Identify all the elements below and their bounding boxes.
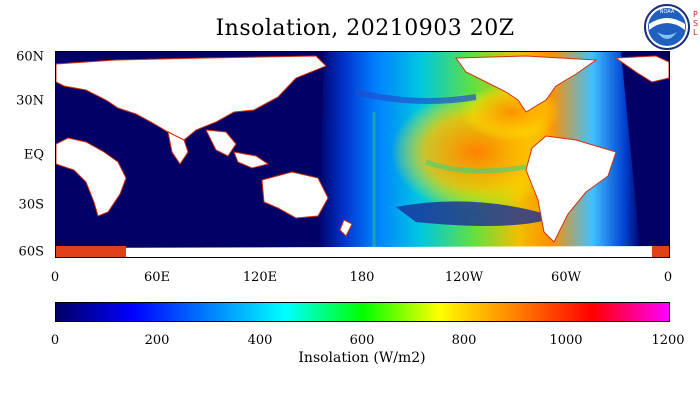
colorbar: [55, 302, 670, 322]
insolation-map: [55, 51, 670, 258]
svg-text:NOAA: NOAA: [660, 9, 675, 15]
lon-label-0-end: 0: [663, 270, 673, 285]
colorbar-tick-400: 400: [247, 333, 273, 348]
colorbar-tick-600: 600: [349, 333, 375, 348]
lat-label-60s: 60S: [18, 244, 44, 260]
colorbar-tick-1200: 1200: [651, 333, 685, 348]
psl-text: PSL: [693, 10, 699, 37]
colorbar-tick-200: 200: [144, 333, 170, 348]
lat-label-30s: 30S: [18, 197, 44, 213]
colorbar-tick-800: 800: [451, 333, 477, 348]
lat-label-30n: 30N: [16, 93, 44, 109]
lon-label-120e: 120E: [242, 270, 278, 285]
colorbar-label: Insolation (W/m2): [298, 350, 426, 366]
noaa-psl-logo: NOAA PSL: [643, 2, 700, 52]
lon-label-0: 0: [50, 270, 60, 285]
lon-label-60e: 60E: [143, 270, 171, 285]
lon-label-180: 180: [349, 270, 375, 285]
colorbar-tick-0: 0: [50, 333, 60, 348]
lon-label-120w: 120W: [444, 270, 484, 285]
noaa-logo-icon: NOAA: [644, 4, 690, 50]
insolation-field: [56, 52, 669, 257]
lat-label-eq: EQ: [23, 147, 44, 163]
colorbar-tick-1000: 1000: [549, 333, 583, 348]
lat-label-60n: 60N: [16, 49, 44, 65]
lon-label-60w: 60W: [551, 270, 581, 285]
map-title: Insolation, 20210903 20Z: [215, 16, 515, 41]
